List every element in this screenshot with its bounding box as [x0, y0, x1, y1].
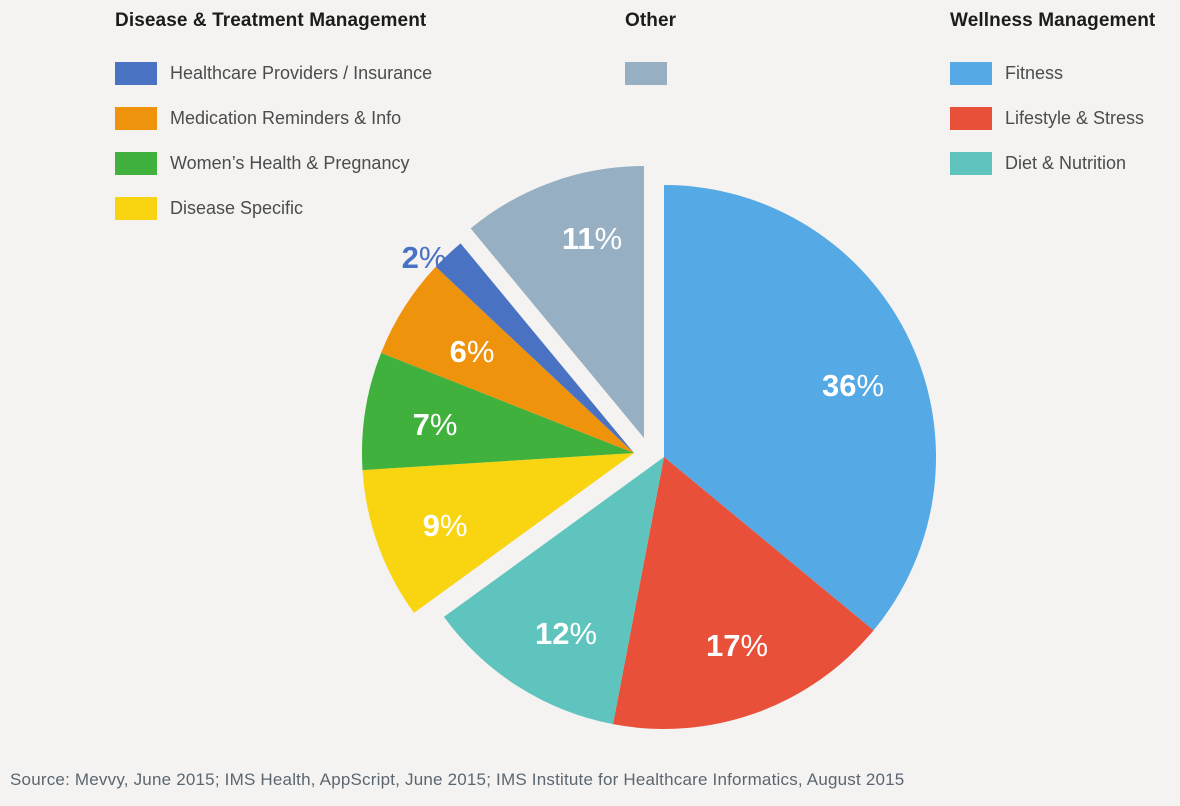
pie-slice-value-medication-reminders-info: 6%	[450, 334, 495, 369]
legend-title-other: Other	[625, 10, 677, 31]
legend-swatch-diet-nutrition	[950, 152, 992, 175]
legend-swatch-healthcare-providers	[115, 62, 157, 85]
pie-slice-fitness	[664, 185, 937, 631]
legend-swatch-fitness	[950, 62, 992, 85]
legend-title-disease-treatment: Disease & Treatment Management	[115, 10, 427, 31]
legend-rows: Fitness Lifestyle & Stress Diet & Nutrit…	[950, 62, 1155, 175]
pie-slice-disease-specific	[362, 453, 634, 613]
legend-group-disease-treatment: Disease & Treatment Management Healthcar…	[115, 8, 432, 242]
pie-slice-value-lifestyle-stress: 17%	[706, 628, 768, 663]
legend-rows: Healthcare Providers / Insurance Medicat…	[115, 62, 432, 220]
source-caption: Source: Mevvy, June 2015; IMS Health, Ap…	[10, 770, 905, 789]
legend-label-diet-nutrition: Diet & Nutrition	[1005, 153, 1127, 173]
pie-slice-diet-nutrition	[443, 457, 664, 725]
legend-item-other	[625, 62, 676, 85]
pie-slice-medication-reminders-info	[381, 266, 634, 453]
pie-slice-value-disease-specific: 9%	[423, 508, 468, 543]
legend-label-lifestyle-stress: Lifestyle & Stress	[1005, 108, 1145, 128]
legend-group-other: Other	[625, 8, 676, 107]
legend-item-lifestyle-stress: Lifestyle & Stress	[950, 107, 1155, 130]
legend-swatch-other	[625, 62, 667, 85]
legend-item-diet-nutrition: Diet & Nutrition	[950, 152, 1155, 175]
legend-title-wellness: Wellness Management	[950, 10, 1156, 31]
legend-label-womens-health: Women’s Health & Pregnancy	[170, 153, 410, 173]
pie-slice-value-women-s-health-pregnancy: 7%	[413, 407, 458, 442]
legend-rows	[625, 62, 676, 85]
legend-item-fitness: Fitness	[950, 62, 1155, 85]
legend-label-fitness: Fitness	[1005, 63, 1064, 83]
legend-swatch-lifestyle-stress	[950, 107, 992, 130]
pie-slice-value-fitness: 36%	[822, 368, 884, 403]
pie-slice-value-other: 11%	[562, 221, 622, 256]
pie-slice-other	[470, 166, 644, 438]
legend-item-medication-reminders: Medication Reminders & Info	[115, 107, 432, 130]
pie-slice-women-s-health-pregnancy	[362, 352, 634, 471]
legend-swatch-disease-specific	[115, 197, 157, 220]
legend-swatch-womens-health	[115, 152, 157, 175]
legend-swatch-medication-reminders	[115, 107, 157, 130]
legend-group-wellness: Wellness Management Fitness Lifestyle & …	[950, 8, 1155, 197]
legend-item-healthcare-providers: Healthcare Providers / Insurance	[115, 62, 432, 85]
legend-item-disease-specific: Disease Specific	[115, 197, 432, 220]
pie-slice-lifestyle-stress	[613, 457, 874, 729]
legend-item-womens-health: Women’s Health & Pregnancy	[115, 152, 432, 175]
pie-slice-value-diet-nutrition: 12%	[535, 616, 597, 651]
pie-slice-value-healthcare-providers-insurance: 2%	[402, 240, 447, 275]
pie-slice-healthcare-providers-insurance	[435, 243, 634, 453]
legend-label-medication-reminders: Medication Reminders & Info	[170, 108, 402, 128]
legend-label-healthcare-providers: Healthcare Providers / Insurance	[170, 63, 433, 83]
legend-label-disease-specific: Disease Specific	[170, 198, 304, 218]
